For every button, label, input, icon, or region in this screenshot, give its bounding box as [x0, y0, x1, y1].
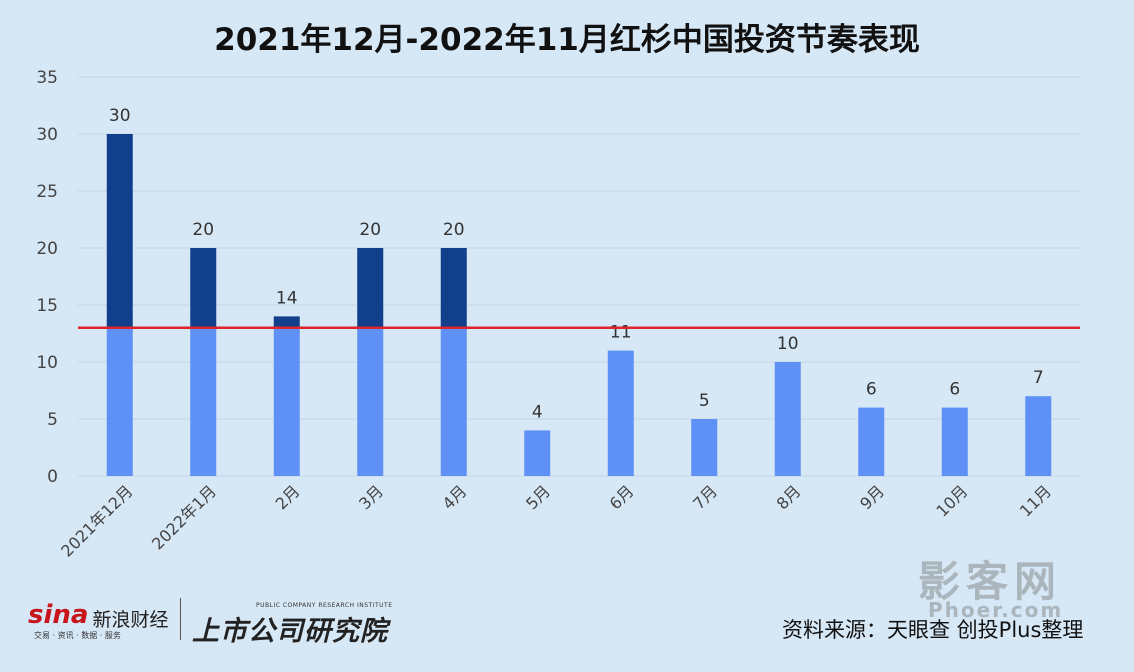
bar: [524, 430, 551, 476]
data-label: 6: [949, 380, 960, 400]
y-tick-label: 15: [36, 296, 58, 316]
sina-logo-cn: 新浪财经: [92, 609, 169, 631]
y-tick-label: 30: [36, 125, 58, 145]
y-tick-label: 10: [36, 353, 58, 373]
y-tick-label: 5: [47, 410, 58, 430]
x-tick-label: 2022年1月: [148, 481, 220, 553]
x-tick-label: 11月: [1016, 481, 1055, 520]
chart-title: 2021年12月-2022年11月红杉中国投资节奏表现: [214, 22, 920, 58]
data-label: 20: [359, 220, 381, 240]
sina-logo-word: sina: [28, 600, 89, 630]
sina-logo-sub: 交易 · 资讯 · 数据 · 服务: [34, 631, 121, 640]
x-tick-label: 4月: [439, 481, 471, 513]
sina-finance-logo: sina 新浪财经 交易 · 资讯 · 数据 · 服务: [28, 600, 168, 644]
y-tick-label: 0: [47, 467, 58, 487]
bar: [774, 362, 801, 476]
x-tick-label: 2021年12月: [57, 481, 136, 560]
bar-upper: [106, 134, 133, 328]
x-tick-label: 7月: [689, 481, 721, 513]
x-tick-label: 9月: [856, 481, 888, 513]
bar-lower: [190, 327, 217, 476]
bar-upper: [273, 316, 300, 328]
bar-lower: [106, 327, 133, 476]
x-tick-label: 2月: [272, 481, 304, 513]
data-label: 6: [866, 380, 877, 400]
data-label: 11: [610, 323, 632, 343]
data-label: 20: [443, 220, 465, 240]
y-tick-label: 20: [36, 239, 58, 259]
x-tick-label: 5月: [522, 481, 554, 513]
source-note: 资料来源：天眼查 创投Plus整理: [782, 618, 1084, 642]
x-tick-label: 6月: [606, 481, 638, 513]
watermark-main: 影客网: [918, 557, 1063, 606]
bar-lower: [357, 327, 384, 476]
x-tick-label: 8月: [773, 481, 805, 513]
bar-upper: [357, 248, 384, 328]
institute-logo-cn: 上市公司研究院: [192, 616, 388, 647]
x-tick-label: 3月: [355, 481, 387, 513]
x-tick-label: 10月: [932, 481, 971, 520]
bar-lower: [273, 327, 300, 476]
data-label: 10: [777, 334, 799, 354]
bar: [607, 350, 634, 476]
data-label: 4: [532, 402, 543, 422]
data-label: 14: [276, 288, 298, 308]
bar: [1025, 396, 1052, 476]
bar-lower: [440, 327, 467, 476]
bar: [858, 407, 885, 476]
bar: [691, 419, 718, 476]
data-label: 7: [1033, 368, 1044, 388]
data-label: 30: [109, 106, 131, 126]
logo-divider: [180, 598, 181, 640]
watermark-sub: Phoer.com: [928, 598, 1064, 622]
institute-logo-en: PUBLIC COMPANY RESEARCH INSTITUTE: [256, 602, 393, 609]
data-label: 5: [699, 391, 710, 411]
data-label: 20: [192, 220, 214, 240]
bar-upper: [440, 248, 467, 328]
institute-logo: PUBLIC COMPANY RESEARCH INSTITUTE 上市公司研究…: [192, 602, 392, 648]
y-tick-label: 25: [36, 182, 58, 202]
bar: [941, 407, 968, 476]
y-tick-label: 35: [36, 68, 58, 88]
bar-upper: [190, 248, 217, 328]
